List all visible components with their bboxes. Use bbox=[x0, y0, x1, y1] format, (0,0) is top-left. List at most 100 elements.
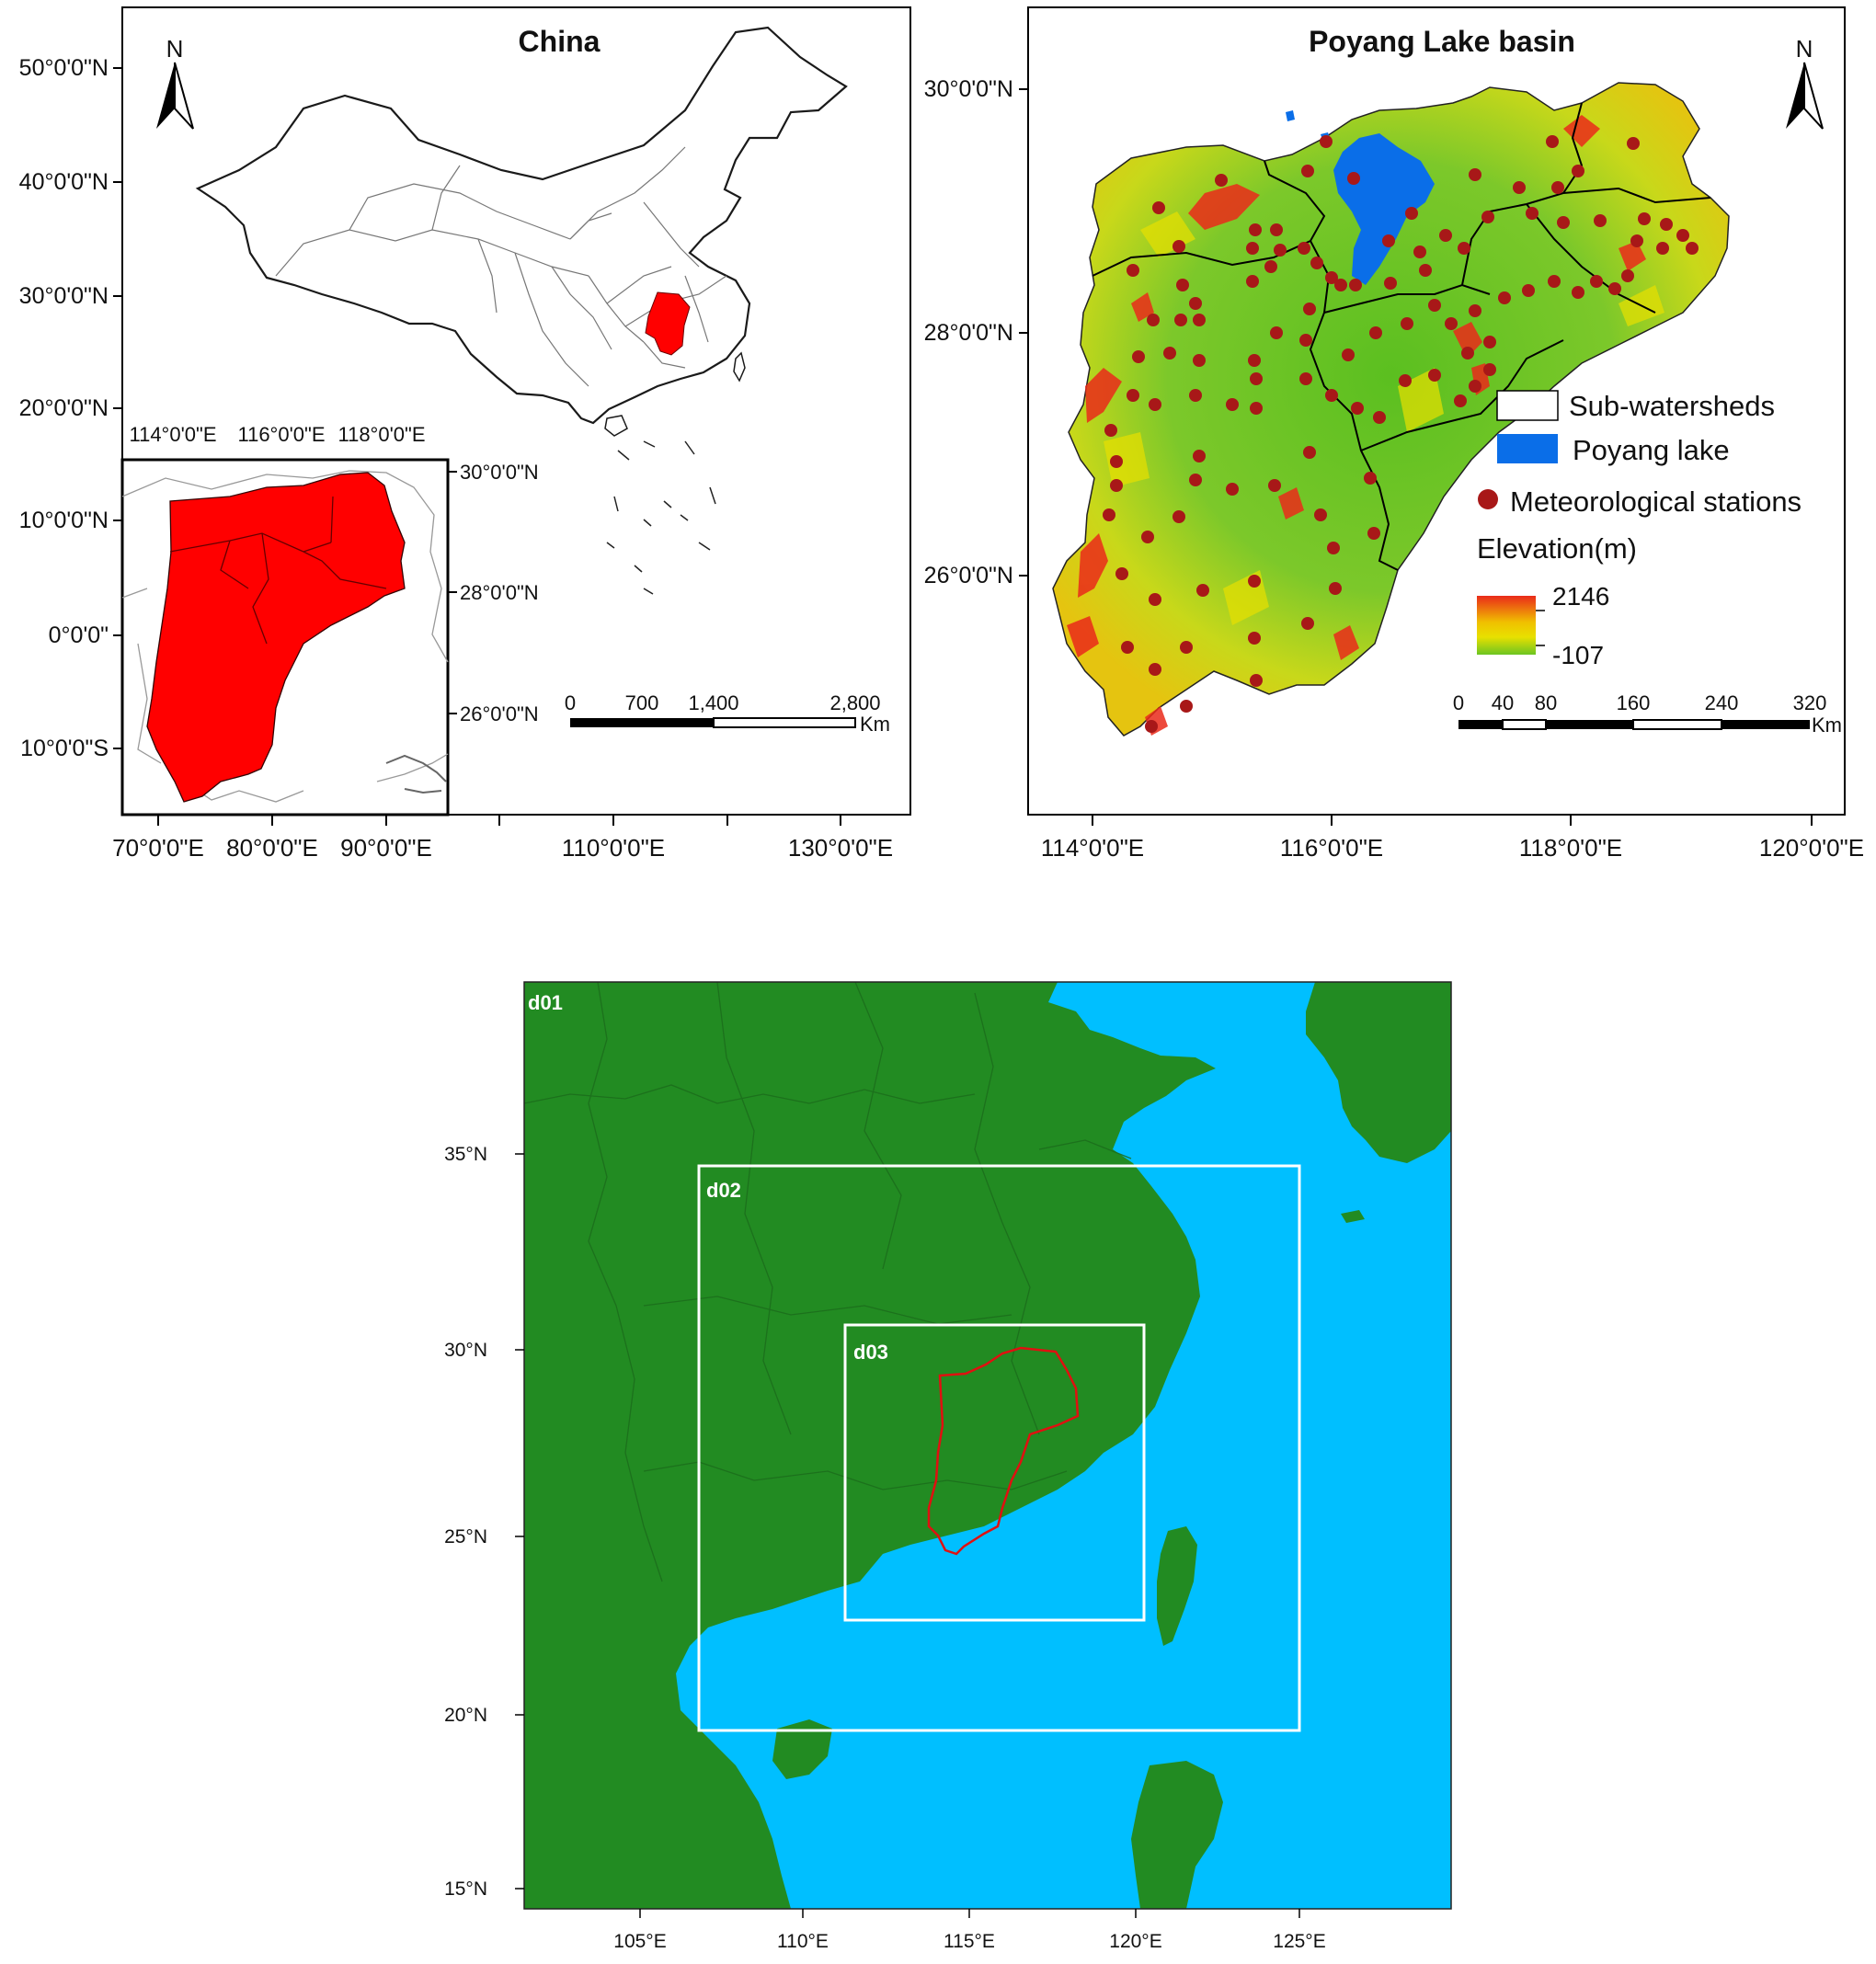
svg-text:116°0'0"E: 116°0'0"E bbox=[237, 423, 325, 446]
svg-text:80°0'0"E: 80°0'0"E bbox=[226, 834, 318, 862]
inset-coast bbox=[385, 754, 447, 794]
svg-text:2146: 2146 bbox=[1552, 582, 1609, 611]
legend-lake-swatch bbox=[1497, 434, 1558, 463]
svg-text:118°0'0"E: 118°0'0"E bbox=[337, 423, 425, 446]
jiangxi-inset bbox=[120, 458, 450, 816]
basin-map-panel: Poyang Lake basin N bbox=[924, 6, 1864, 862]
svg-text:30°N: 30°N bbox=[444, 1340, 487, 1361]
domain-d02-label: d02 bbox=[706, 1179, 741, 1202]
inset-right-labels: 30°0'0"N 28°0'0"N 26°0'0"N bbox=[448, 461, 539, 725]
svg-text:70°0'0"E: 70°0'0"E bbox=[112, 834, 204, 862]
svg-text:320: 320 bbox=[1793, 691, 1827, 714]
svg-text:0: 0 bbox=[565, 691, 576, 714]
wrf-frame bbox=[523, 981, 1452, 1910]
svg-text:80: 80 bbox=[1535, 691, 1557, 714]
meteorological-stations bbox=[1103, 135, 1699, 733]
svg-text:25°N: 25°N bbox=[444, 1526, 487, 1547]
north-arrow-icon: N bbox=[1786, 35, 1824, 130]
svg-text:160: 160 bbox=[1617, 691, 1651, 714]
basin-lon-axis: 114°0'0"E 116°0'0"E 118°0'0"E 120°0'0"E bbox=[1041, 815, 1864, 862]
svg-text:Poyang lake: Poyang lake bbox=[1573, 434, 1730, 466]
svg-text:115°E: 115°E bbox=[944, 1931, 995, 1952]
svg-text:114°0'0"E: 114°0'0"E bbox=[1041, 834, 1144, 862]
basin-legend: Sub-watersheds Poyang lake Meteorologica… bbox=[1477, 390, 1802, 669]
legend-subwatershed-swatch bbox=[1496, 390, 1559, 421]
south-china-sea-islands bbox=[606, 440, 716, 595]
china-map-title: China bbox=[519, 25, 601, 58]
hainan-island bbox=[604, 415, 628, 437]
mid-elevation-patches bbox=[1104, 211, 1664, 625]
svg-text:105°E: 105°E bbox=[613, 1931, 666, 1952]
jiangxi-highlight bbox=[645, 291, 691, 356]
svg-text:N: N bbox=[1796, 35, 1813, 63]
svg-text:700: 700 bbox=[625, 691, 659, 714]
svg-text:2,800: 2,800 bbox=[829, 691, 880, 714]
china-map-panel: China N bbox=[19, 6, 911, 862]
svg-text:110°E: 110°E bbox=[777, 1931, 829, 1952]
north-arrow-icon: N bbox=[156, 35, 194, 130]
legend-station-dot bbox=[1478, 489, 1498, 509]
taiwan-island bbox=[733, 351, 746, 383]
svg-text:50°0'0"N: 50°0'0"N bbox=[19, 55, 109, 81]
svg-text:240: 240 bbox=[1705, 691, 1739, 714]
poyang-lake bbox=[1333, 133, 1435, 285]
china-lon-axis: 70°0'0"E 80°0'0"E 90°0'0"E 110°0'0"E 130… bbox=[112, 815, 893, 862]
sub-watershed-boundaries bbox=[1092, 102, 1711, 571]
svg-text:120°E: 120°E bbox=[1109, 1931, 1161, 1952]
svg-text:116°0'0"E: 116°0'0"E bbox=[1280, 834, 1383, 862]
wrf-lat-axis: 35°N 30°N 25°N 20°N 15°N bbox=[444, 1144, 524, 1900]
taiwan bbox=[1157, 1526, 1197, 1646]
korea-peninsula bbox=[1306, 982, 1451, 1163]
domain-d01-label: d01 bbox=[528, 991, 563, 1014]
svg-text:26°0'0"N: 26°0'0"N bbox=[460, 702, 539, 725]
svg-text:20°N: 20°N bbox=[444, 1705, 487, 1726]
svg-text:1,400: 1,400 bbox=[688, 691, 738, 714]
svg-text:40°0'0"N: 40°0'0"N bbox=[19, 169, 109, 195]
wrf-lon-axis: 105°E 110°E 115°E 120°E 125°E bbox=[613, 1909, 1326, 1952]
svg-text:30°0'0"N: 30°0'0"N bbox=[460, 461, 539, 484]
svg-text:120°0'0"E: 120°0'0"E bbox=[1759, 834, 1864, 862]
svg-text:-107: -107 bbox=[1552, 641, 1604, 669]
svg-text:10°0'0"N: 10°0'0"N bbox=[19, 508, 109, 533]
luzon bbox=[1131, 1761, 1223, 1909]
inset-subwatershed-lines bbox=[169, 496, 387, 645]
svg-text:30°0'0"N: 30°0'0"N bbox=[19, 283, 109, 309]
svg-text:35°N: 35°N bbox=[444, 1144, 487, 1165]
svg-text:0: 0 bbox=[1453, 691, 1464, 714]
jeju bbox=[1341, 1210, 1365, 1223]
svg-text:30°0'0"N: 30°0'0"N bbox=[924, 76, 1013, 102]
svg-text:15°N: 15°N bbox=[444, 1878, 487, 1900]
svg-text:Km: Km bbox=[1812, 714, 1842, 736]
svg-text:Km: Km bbox=[860, 713, 890, 736]
basin-outline-red bbox=[927, 1346, 1080, 1556]
svg-text:40: 40 bbox=[1492, 691, 1514, 714]
svg-text:130°0'0"E: 130°0'0"E bbox=[788, 834, 893, 862]
svg-text:N: N bbox=[166, 35, 184, 63]
wrf-land bbox=[524, 982, 1216, 1909]
wrf-domain-panel: d01 d02 d03 35°N 30°N 25°N 20°N 15°N 10 bbox=[444, 981, 1452, 1952]
basin-map-title: Poyang Lake basin bbox=[1309, 25, 1575, 58]
svg-text:125°E: 125°E bbox=[1273, 1931, 1325, 1952]
basin-lat-axis: 30°0'0"N 28°0'0"N 26°0'0"N bbox=[924, 76, 1028, 588]
svg-text:Sub-watersheds: Sub-watersheds bbox=[1569, 390, 1775, 422]
domain-d03-label: d03 bbox=[853, 1341, 888, 1364]
inset-jiangxi-region bbox=[146, 472, 406, 803]
svg-text:28°0'0"N: 28°0'0"N bbox=[460, 581, 539, 604]
inset-top-labels: 114°0'0"E 116°0'0"E 118°0'0"E bbox=[129, 423, 425, 446]
svg-text:90°0'0"E: 90°0'0"E bbox=[340, 834, 432, 862]
domain-d02-box bbox=[697, 1164, 1301, 1732]
svg-text:110°0'0"E: 110°0'0"E bbox=[562, 834, 665, 862]
province-lines-wrf bbox=[523, 981, 1132, 1582]
china-lat-axis: 50°0'0"N 40°0'0"N 30°0'0"N 20°0'0"N 10°0… bbox=[19, 55, 122, 761]
svg-text:10°0'0"S: 10°0'0"S bbox=[20, 736, 109, 761]
svg-text:Elevation(m): Elevation(m) bbox=[1477, 532, 1637, 565]
svg-text:118°0'0"E: 118°0'0"E bbox=[1519, 834, 1622, 862]
svg-text:114°0'0"E: 114°0'0"E bbox=[129, 423, 216, 446]
inset-context-lines bbox=[121, 470, 449, 803]
svg-text:0°0'0": 0°0'0" bbox=[49, 622, 109, 648]
domain-d03-box bbox=[843, 1323, 1146, 1622]
svg-text:20°0'0"N: 20°0'0"N bbox=[19, 395, 109, 421]
svg-text:26°0'0"N: 26°0'0"N bbox=[924, 563, 1013, 588]
svg-text:Meteorological stations: Meteorological stations bbox=[1510, 485, 1802, 518]
